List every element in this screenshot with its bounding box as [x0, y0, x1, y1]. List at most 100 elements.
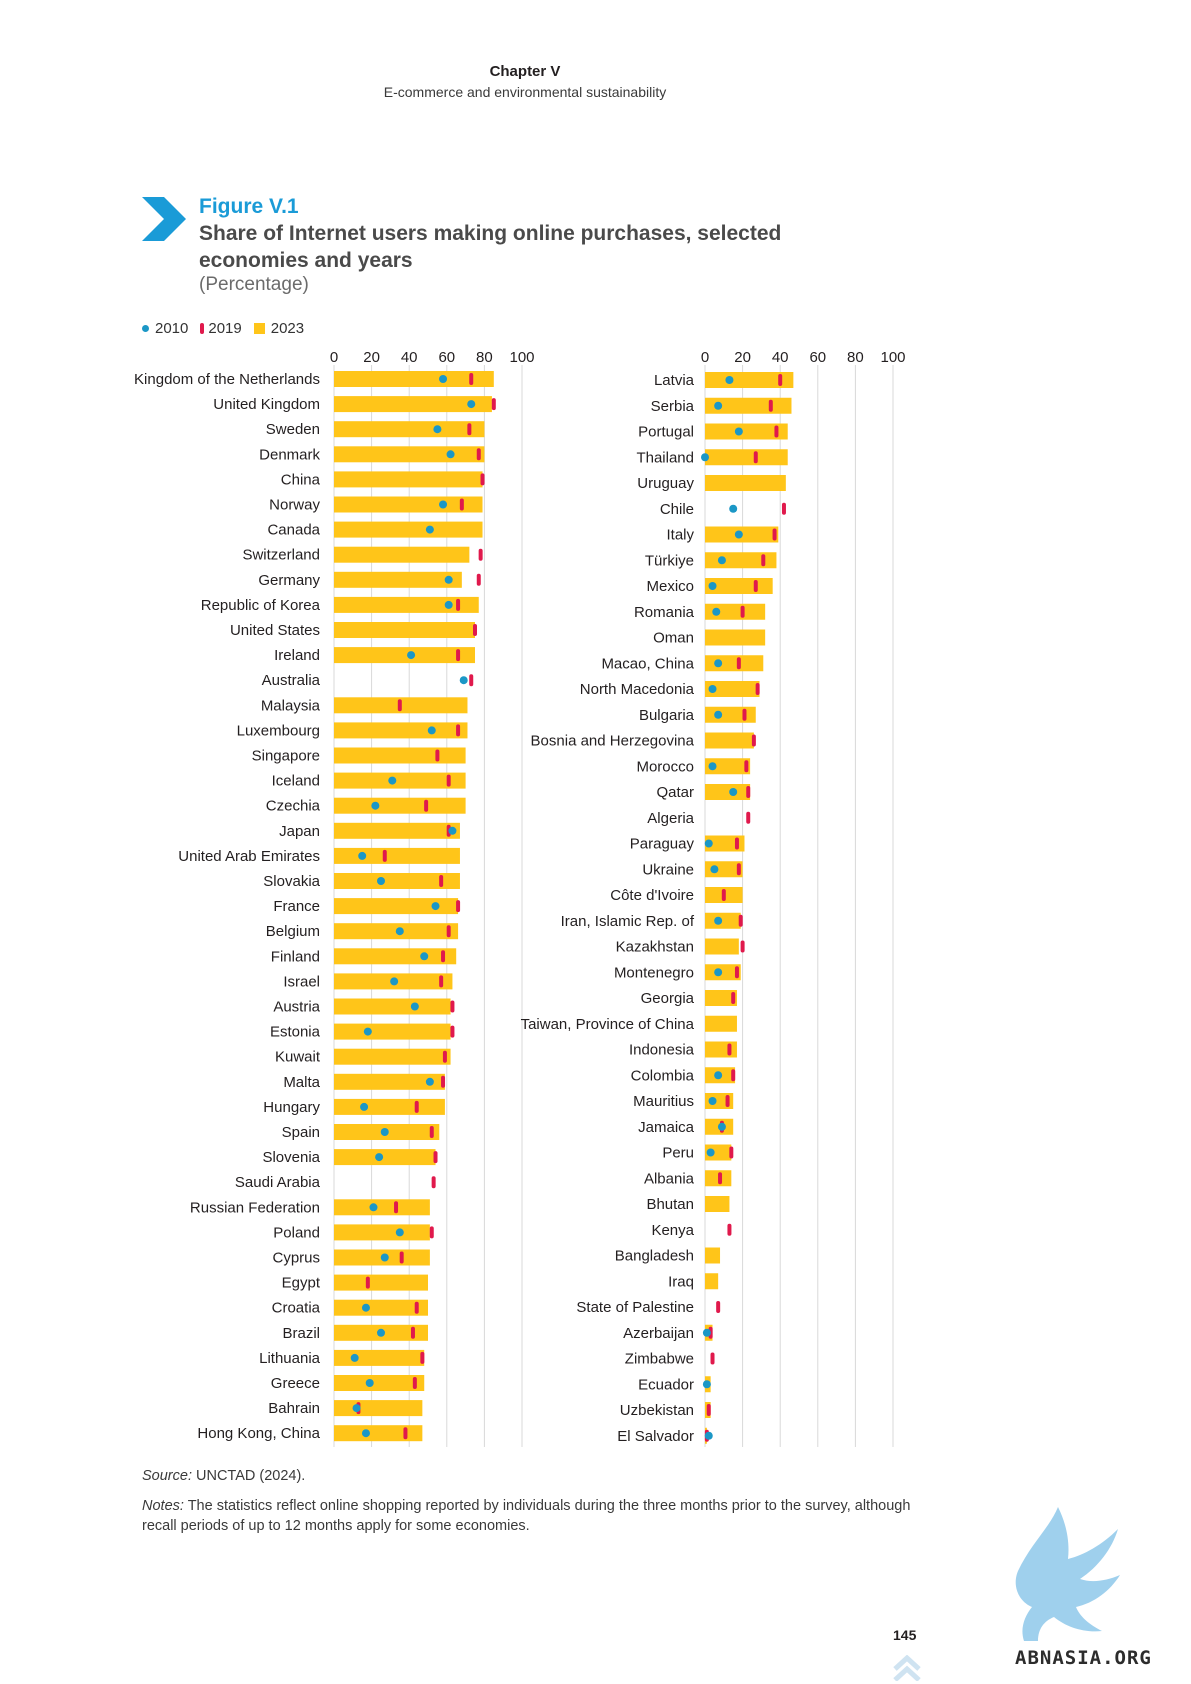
bar-2023 [705, 372, 794, 388]
source-text: UNCTAD (2024). [191, 1468, 306, 1484]
row-label: Chile [660, 501, 694, 518]
marker-2019 [403, 1427, 408, 1440]
marker-2010 [360, 1102, 369, 1111]
marker-2010 [433, 425, 442, 434]
row-label: Uzbekistan [620, 1402, 694, 1419]
marker-2019 [450, 1025, 455, 1038]
row-label: Estonia [270, 1024, 321, 1041]
marker-2019 [456, 598, 461, 611]
bar-2023 [334, 1048, 451, 1065]
row-label: Saudi Arabia [235, 1174, 321, 1191]
row-label: Bhutan [646, 1196, 694, 1213]
x-tick-label: 20 [363, 349, 380, 366]
marker-2019 [738, 914, 743, 927]
marker-2019 [491, 398, 496, 411]
marker-2010 [444, 600, 453, 609]
x-tick-label: 60 [438, 349, 455, 366]
row-label: Poland [273, 1224, 320, 1241]
bar-2023 [334, 1274, 428, 1291]
marker-2019 [469, 373, 474, 385]
watermark-text: ABNASIA.ORG [1015, 1647, 1152, 1669]
marker-2019 [736, 657, 741, 670]
marker-2010 [410, 1002, 419, 1011]
marker-2019 [746, 811, 751, 824]
legend-item-2019: 2019 [200, 320, 242, 337]
row-label: Austria [273, 999, 320, 1016]
legend-item-2023: 2023 [253, 320, 305, 337]
marker-2019 [740, 940, 745, 953]
bar-2023 [705, 758, 751, 775]
bar-2023 [705, 1041, 737, 1058]
marker-2010 [380, 1253, 389, 1262]
row-label: Qatar [656, 784, 694, 801]
notes-label: Notes: [142, 1498, 184, 1514]
row-label: Kuwait [275, 1049, 321, 1066]
marker-2019 [365, 1276, 370, 1289]
row-label: Czechia [266, 798, 321, 815]
bar-2023 [705, 1144, 732, 1161]
figure-notes: Source: UNCTAD (2024). Notes: The statis… [142, 1466, 932, 1546]
marker-2010 [439, 500, 448, 509]
row-label: Zimbabwe [625, 1351, 694, 1368]
bar-2023 [334, 847, 460, 864]
marker-2010 [714, 968, 723, 977]
row-label: Taiwan, Province of China [521, 1016, 695, 1033]
marker-2010 [369, 1203, 378, 1212]
marker-2019 [456, 900, 461, 913]
bar-2023 [705, 1273, 719, 1290]
row-label: Iceland [272, 773, 320, 790]
row-label: Brazil [282, 1325, 320, 1342]
row-label: Serbia [651, 398, 695, 415]
marker-2019 [772, 528, 777, 541]
marker-2010 [390, 977, 399, 986]
row-label: Malaysia [261, 697, 321, 714]
marker-2019 [382, 849, 387, 862]
marker-2019 [731, 992, 736, 1004]
legend-label-2023: 2023 [270, 320, 305, 337]
marker-2019 [478, 548, 483, 561]
marker-2010 [361, 1429, 370, 1438]
x-tick-label: 60 [809, 349, 826, 366]
marker-2019 [761, 554, 766, 567]
bar-2023 [334, 822, 460, 839]
marker-2019 [446, 925, 451, 938]
x-tick-label: 100 [880, 349, 905, 366]
marker-2019 [414, 1100, 419, 1113]
marker-2019 [742, 708, 747, 721]
marker-2010 [395, 927, 404, 936]
row-label: Oman [653, 630, 694, 647]
row-label: Bosnia and Herzegovina [531, 733, 695, 750]
marker-2019 [753, 580, 758, 592]
row-label: United Kingdom [213, 396, 320, 413]
marker-2010 [708, 1097, 717, 1105]
row-label: Lithuania [259, 1350, 321, 1367]
marker-2010 [439, 375, 448, 383]
marker-2010 [425, 1077, 434, 1086]
row-label: Ireland [274, 647, 320, 664]
marker-2019 [467, 423, 472, 436]
marker-2010 [371, 801, 380, 810]
notes-text: The statistics reflect online shopping r… [142, 1498, 911, 1534]
row-label: Montenegro [614, 964, 694, 981]
row-label: Slovakia [263, 873, 320, 890]
marker-2010 [734, 530, 743, 539]
marker-2010 [717, 1122, 726, 1131]
bar-2023 [705, 552, 777, 569]
marker-2010 [425, 525, 434, 534]
chevron-right-icon [142, 197, 186, 241]
row-label: State of Palestine [576, 1299, 694, 1316]
marker-2010 [714, 1071, 723, 1080]
row-label: Canada [267, 522, 320, 539]
marker-2010 [717, 556, 726, 565]
marker-2010 [708, 685, 717, 693]
marker-2019 [778, 374, 783, 386]
marker-2019 [431, 1176, 436, 1189]
bar-2023 [334, 1098, 445, 1115]
bar-2023 [334, 571, 462, 588]
marker-2010 [704, 839, 713, 848]
marker-2019 [429, 1226, 434, 1239]
row-label: Belgium [266, 923, 320, 940]
chapter-subtitle: E-commerce and environmental sustainabil… [383, 84, 667, 100]
marker-2019 [746, 786, 751, 798]
bar-2023 [334, 747, 466, 764]
